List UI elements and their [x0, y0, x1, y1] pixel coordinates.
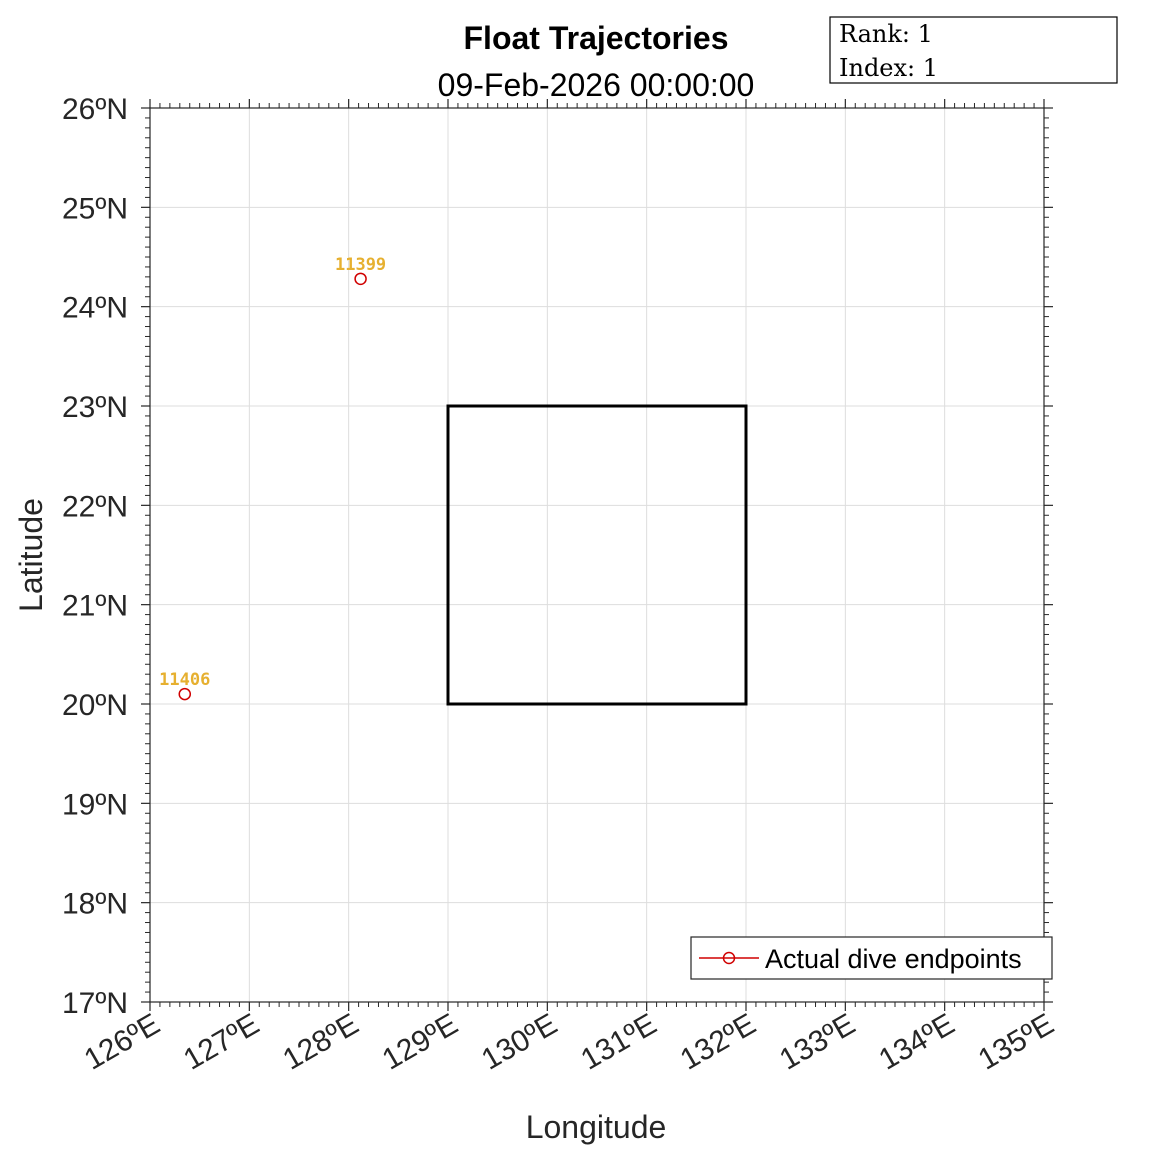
region-box-layer [446, 404, 748, 706]
chart-title: Float Trajectories [464, 20, 729, 56]
info-box: Rank: 1 Index: 1 [829, 16, 1118, 84]
x-tick-label: 135ºE [973, 1007, 1060, 1076]
y-tick-label: 20ºN [62, 689, 128, 722]
y-tick-label: 25ºN [62, 192, 128, 225]
legend-marker-swatch [722, 951, 736, 965]
minor-ticks [145, 103, 1049, 1007]
x-axis-label: Longitude [526, 1109, 667, 1145]
point-label-11406: 11406 [159, 670, 210, 690]
x-tick-label: 130ºE [476, 1007, 563, 1076]
x-tick-label: 133ºE [774, 1007, 861, 1076]
x-tick-label: 134ºE [873, 1007, 960, 1076]
chart-subtitle: 09-Feb-2026 00:00:00 [438, 67, 755, 103]
y-tick-label: 19ºN [62, 788, 128, 821]
data-points-layer: 11399 11406 [159, 255, 386, 701]
y-tick-label: 18ºN [62, 888, 128, 921]
x-tick-label: 128ºE [277, 1007, 364, 1076]
info-box-frame [829, 16, 1118, 84]
y-tick-label: 23ºN [62, 391, 128, 424]
legend-entry-actual-dive-endpoints: Actual dive endpoints [765, 944, 1022, 974]
x-tick-label: 132ºE [675, 1007, 762, 1076]
y-tick-label: 26ºN [62, 93, 128, 126]
rank-text: Rank: 1 [839, 20, 933, 48]
data-point-11406 [178, 687, 192, 701]
plot-area [150, 108, 1044, 1002]
data-point-11399 [354, 272, 367, 286]
legend: Actual dive endpoints [690, 936, 1053, 980]
x-tick-label: 131ºE [575, 1007, 662, 1076]
x-tick-labels: 126ºE 127ºE 128ºE 129ºE 130ºE 131ºE 132ºE 133ºE… [79, 1007, 1060, 1076]
y-tick-label: 17ºN [62, 987, 128, 1020]
point-label-11399: 11399 [335, 255, 386, 275]
y-tick-label: 24ºN [62, 292, 128, 325]
plot-frame [149, 107, 1045, 1003]
major-ticks [141, 99, 1053, 1011]
y-tick-label: 22ºN [62, 490, 128, 523]
y-axis-label: Latitude [13, 498, 49, 612]
x-tick-label: 129ºE [377, 1007, 464, 1076]
region-box [446, 404, 748, 706]
y-tick-labels: 17ºN 18ºN 19ºN 20ºN 21ºN 22ºN 23ºN 24ºN 25ºN 26ºN [62, 93, 128, 1020]
y-tick-label: 21ºN [62, 590, 128, 623]
index-text: Index: 1 [839, 54, 938, 82]
x-tick-label: 127ºE [178, 1007, 265, 1076]
